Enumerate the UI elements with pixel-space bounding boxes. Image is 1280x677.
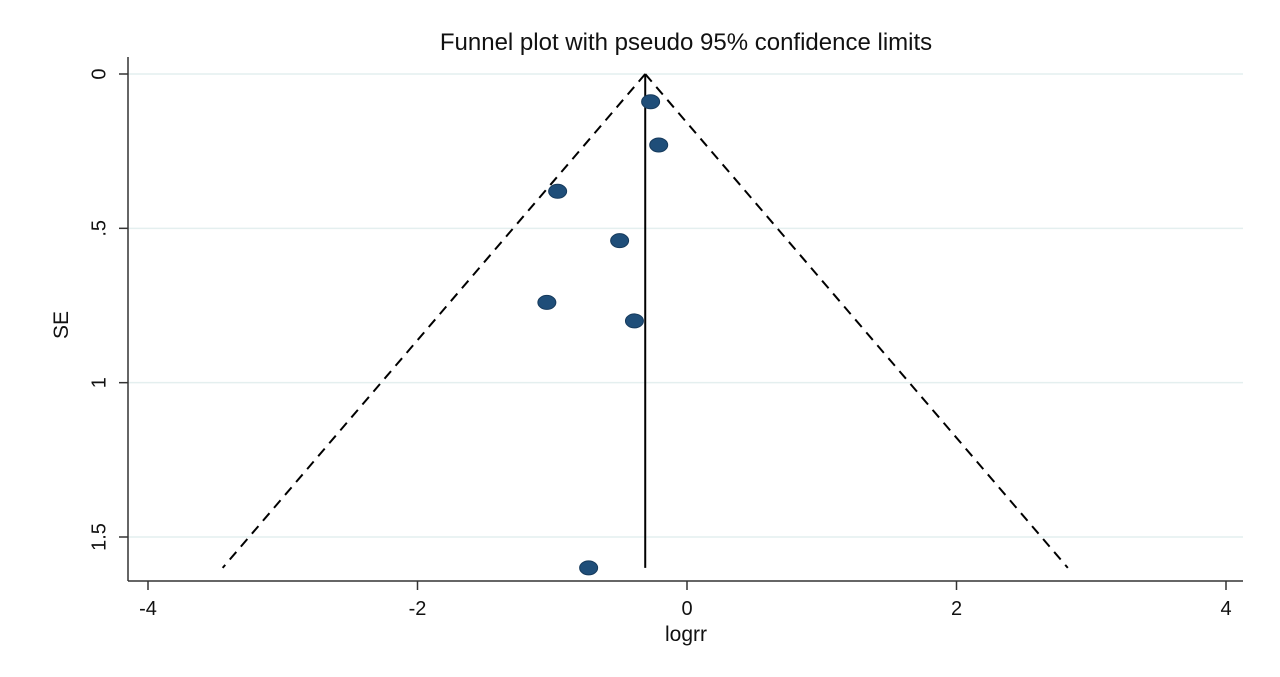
y-axis-label: SE — [50, 311, 73, 339]
data-points — [537, 94, 669, 576]
chart-title: Funnel plot with pseudo 95% confidence l… — [440, 29, 932, 56]
x-tick-label-4: 4 — [1220, 598, 1231, 620]
data-point-3 — [610, 233, 630, 249]
upper-confidence-limit-line — [644, 73, 1069, 569]
funnel-lines — [221, 73, 1069, 569]
x-tick-label-0: -4 — [139, 598, 157, 620]
data-point-2 — [548, 183, 568, 199]
x-tick-label-2: 0 — [681, 598, 692, 620]
y-tick-label-0: 0 — [88, 68, 110, 79]
x-tick-label-1: -2 — [409, 598, 427, 620]
data-point-6 — [579, 560, 599, 576]
data-point-4 — [537, 294, 557, 310]
data-point-1 — [649, 137, 669, 153]
axes: 0 .5 1 1.5 -4 -2 0 2 4 — [88, 57, 1243, 620]
gridlines — [128, 73, 1243, 538]
data-point-0 — [641, 94, 661, 110]
y-tick-label-2: 1 — [88, 377, 110, 388]
y-tick-label-1: .5 — [88, 220, 110, 237]
lower-confidence-limit-line — [221, 73, 646, 569]
data-point-5 — [624, 313, 644, 329]
y-tick-label-3: 1.5 — [88, 523, 110, 551]
x-tick-label-3: 2 — [951, 598, 962, 620]
x-axis-label: logrr — [665, 623, 707, 646]
